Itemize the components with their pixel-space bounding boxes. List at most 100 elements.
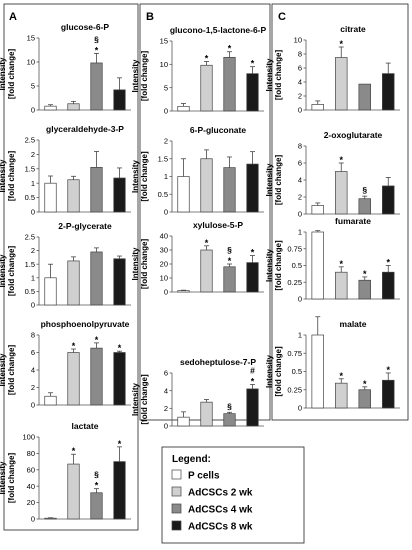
y-axis-label: Intensity — [131, 247, 140, 280]
bar — [90, 347, 103, 406]
y-tick-label: 10 — [27, 58, 35, 67]
y-tick-label: 0.75 — [287, 349, 302, 358]
bar — [113, 352, 126, 406]
y-axis-label: Intensity — [265, 249, 274, 282]
significance-mark: § — [362, 185, 367, 195]
chart-sedoheptulose-7-p: sedoheptulose-7-P Intensity [fold change] 0… — [131, 357, 264, 431]
chart-6-p-gluconate: 6-P-gluconate Intensity [fold change] 0 0.5 1… — [131, 125, 264, 217]
significance-mark: * — [205, 54, 209, 64]
bar — [113, 461, 126, 520]
bar — [44, 182, 57, 213]
bar — [177, 416, 190, 427]
bar — [382, 271, 395, 300]
bar — [44, 277, 57, 306]
significance-mark: * — [228, 44, 232, 54]
panel-a-frame — [3, 3, 139, 531]
y-axis-label: [fold change] — [7, 345, 16, 396]
y-tick-label: 2.5 — [25, 136, 35, 145]
panel-label-c: C — [278, 11, 286, 23]
panel-c-frame — [271, 3, 409, 421]
chart-title: malate — [340, 319, 367, 329]
chart-phosphoenolpyruvate: phosphoenolpyruvate Intensity [fold change… — [0, 319, 131, 410]
bar — [246, 388, 259, 427]
chart-title: 6-P-gluconate — [190, 125, 246, 135]
bar — [90, 251, 103, 306]
y-axis-label: [fold change] — [140, 151, 149, 202]
bar — [382, 73, 395, 111]
chart-2-oxoglutarate: 2-oxoglutarate Intensity [fold change] 0 2 4 6… — [265, 130, 400, 219]
chart-citrate: citrate Intensity [fold change] 0 2 4 6 8 10 * — [265, 24, 400, 115]
y-tick-label: 4 — [298, 176, 302, 185]
significance-mark: * — [118, 439, 122, 449]
bar — [335, 171, 348, 215]
y-tick-label: 0 — [31, 401, 35, 410]
y-axis-label: [fold change] — [274, 346, 283, 397]
y-axis-label: Intensity — [0, 57, 7, 90]
y-tick-label: 0 — [164, 288, 168, 297]
chart-title: phosphoenolpyruvate — [41, 319, 130, 329]
significance-mark: * — [72, 446, 76, 456]
bar — [90, 167, 103, 213]
significance-mark: * — [251, 59, 255, 69]
y-tick-label: 5 — [31, 82, 35, 91]
y-tick-label: 0.5 — [158, 190, 168, 199]
y-tick-label: 60 — [27, 465, 35, 474]
legend-swatch — [171, 520, 182, 531]
bar — [200, 64, 213, 112]
chart-glyceraldehyde-3-p: glyceraldehyde-3-P Intensity [fold change]… — [0, 124, 131, 217]
bar — [44, 517, 57, 520]
y-tick-label: 100 — [22, 433, 35, 442]
panel-label-b: B — [146, 11, 154, 23]
bar — [44, 105, 57, 111]
y-tick-label: 15 — [160, 37, 168, 46]
bar — [311, 205, 324, 215]
significance-mark: * — [95, 335, 99, 345]
y-axis-label: [fold change] — [140, 51, 149, 102]
y-tick-label: 0.25 — [287, 385, 302, 394]
chart-title: 2-P-glycerate — [58, 221, 112, 231]
chart-title: lactate — [72, 421, 99, 431]
bar — [335, 382, 348, 409]
y-axis-label: [fold change] — [140, 239, 149, 290]
y-tick-label: 1.5 — [25, 164, 35, 173]
significance-mark: * — [251, 248, 255, 258]
y-tick-label: 8 — [31, 331, 35, 340]
y-axis-label: [fold change] — [140, 374, 149, 425]
bar — [67, 352, 80, 406]
y-tick-label: 1 — [31, 179, 35, 188]
y-axis-label: [fold change] — [7, 49, 16, 100]
chart-title: 2-oxoglutarate — [324, 130, 383, 140]
legend-item-adcscs-4-wk: AdCSCs 4 wk — [171, 503, 253, 516]
y-tick-label: 80 — [27, 449, 35, 458]
y-axis-label: [fold change] — [7, 246, 16, 297]
y-axis-label: Intensity — [131, 383, 140, 416]
y-tick-label: 40 — [27, 482, 35, 491]
y-tick-label: 1 — [164, 172, 168, 181]
significance-mark: * — [205, 238, 209, 248]
legend-label: AdCSCs 8 wk — [188, 522, 253, 533]
y-tick-label: 0.5 — [25, 287, 35, 296]
legend-label: P cells — [188, 471, 220, 482]
y-tick-label: 30 — [160, 246, 168, 255]
y-tick-label: 6 — [31, 348, 35, 357]
y-tick-label: 0 — [31, 515, 35, 524]
bar — [335, 57, 348, 111]
bar — [358, 198, 371, 215]
bar — [67, 463, 80, 520]
bar — [223, 413, 236, 427]
chart-title: glucose-6-P — [61, 22, 110, 32]
y-axis-label: Intensity — [0, 254, 7, 287]
significance-mark: * — [118, 343, 122, 353]
significance-mark: * — [363, 379, 367, 389]
y-axis-label: [fold change] — [7, 151, 16, 202]
legend-swatch — [171, 503, 182, 514]
bar — [246, 73, 259, 112]
legend-title: Legend: — [172, 454, 211, 465]
y-tick-label: 0.5 — [292, 261, 302, 270]
chart-lactate: lactate Intensity [fold change] 0 20 40 60 80 10… — [0, 421, 131, 524]
y-tick-label: 1 — [31, 273, 35, 282]
bar — [200, 158, 213, 213]
y-tick-label: 2 — [164, 137, 168, 146]
y-tick-label: 0 — [298, 210, 302, 219]
